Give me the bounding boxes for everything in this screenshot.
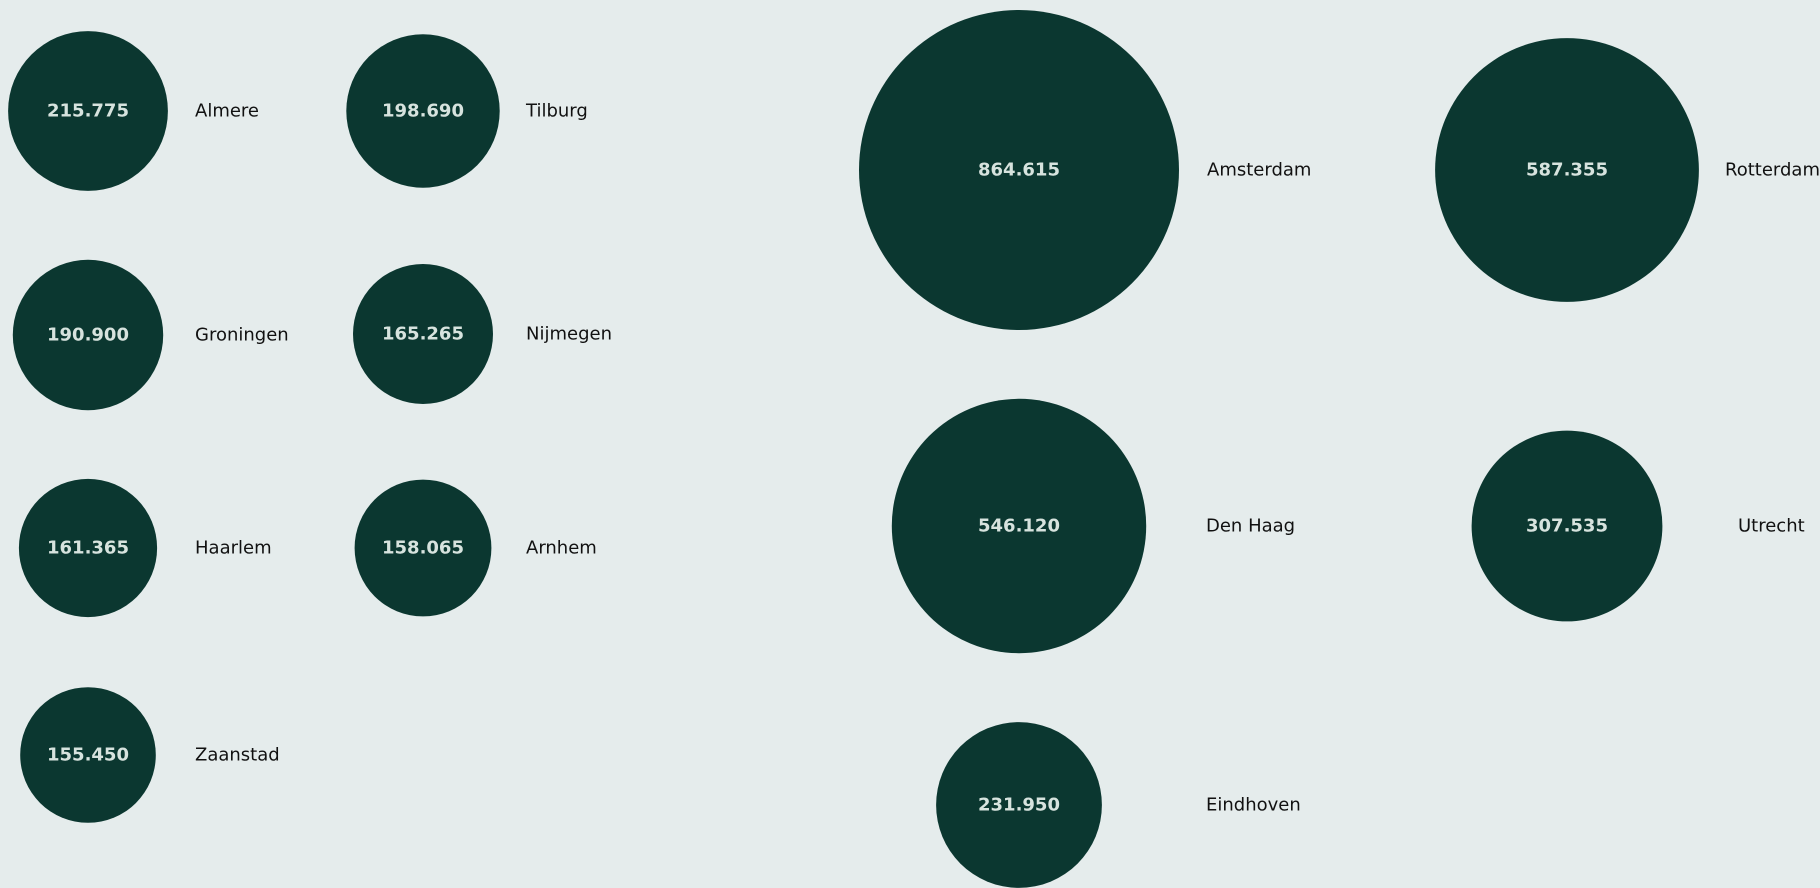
bubble-amsterdam	[859, 10, 1179, 330]
bubble-group-rotterdam: 587.355 Rotterdam	[1435, 38, 1820, 302]
bubble-group-haarlem: 161.365 Haarlem	[18, 478, 272, 618]
city-label-rotterdam: Rotterdam	[1725, 160, 1820, 181]
bubble-group-den-haag: 546.120 Den Haag	[891, 398, 1295, 654]
bubble-group-tilburg: 198.690 Tilburg	[346, 34, 588, 188]
city-label-arnhem: Arnhem	[526, 538, 597, 559]
bubble-value-tilburg: 198.690	[382, 101, 464, 122]
bubble-group-amsterdam: 864.615 Amsterdam	[859, 10, 1311, 330]
bubble-value-utrecht: 307.535	[1526, 516, 1608, 537]
bubble-nijmegen	[353, 264, 493, 404]
city-label-haarlem: Haarlem	[195, 538, 272, 559]
bubble-arnhem	[354, 479, 492, 617]
city-label-groningen: Groningen	[195, 325, 289, 346]
bubble-value-nijmegen: 165.265	[382, 324, 464, 345]
bubble-value-eindhoven: 231.950	[978, 795, 1060, 816]
bubble-tilburg	[346, 34, 500, 188]
bubble-value-amsterdam: 864.615	[978, 160, 1060, 181]
bubble-value-zaanstad: 155.450	[47, 745, 129, 766]
city-label-zaanstad: Zaanstad	[195, 745, 280, 766]
city-label-den-haag: Den Haag	[1206, 516, 1295, 537]
bubble-value-haarlem: 161.365	[47, 538, 129, 559]
bubble-group-zaanstad: 155.450 Zaanstad	[20, 687, 280, 823]
bubble-den-haag	[891, 398, 1147, 654]
bubble-group-arnhem: 158.065 Arnhem	[354, 479, 597, 617]
city-label-almere: Almere	[195, 101, 259, 122]
bubble-group-eindhoven: 231.950 Eindhoven	[936, 722, 1301, 888]
bubble-group-nijmegen: 165.265 Nijmegen	[353, 264, 612, 404]
bubble-group-almere: 215.775 Almere	[8, 31, 259, 191]
bubble-groningen	[12, 259, 164, 411]
bubble-value-den-haag: 546.120	[978, 516, 1060, 537]
bubble-zaanstad	[20, 687, 156, 823]
bubble-value-groningen: 190.900	[47, 325, 129, 346]
bubble-group-utrecht: 307.535 Utrecht	[1471, 430, 1805, 622]
city-label-nijmegen: Nijmegen	[526, 324, 612, 345]
bubble-value-rotterdam: 587.355	[1526, 160, 1608, 181]
bubble-value-arnhem: 158.065	[382, 538, 464, 559]
bubble-almere	[8, 31, 168, 191]
bubble-utrecht	[1471, 430, 1663, 622]
city-label-utrecht: Utrecht	[1738, 516, 1805, 537]
bubble-group-groningen: 190.900 Groningen	[12, 259, 289, 411]
city-label-amsterdam: Amsterdam	[1207, 160, 1311, 181]
city-label-tilburg: Tilburg	[525, 101, 588, 122]
bubble-value-almere: 215.775	[47, 101, 129, 122]
bubble-haarlem	[18, 478, 158, 618]
bubble-eindhoven	[936, 722, 1102, 888]
bubble-rotterdam	[1435, 38, 1699, 302]
city-label-eindhoven: Eindhoven	[1206, 795, 1301, 816]
